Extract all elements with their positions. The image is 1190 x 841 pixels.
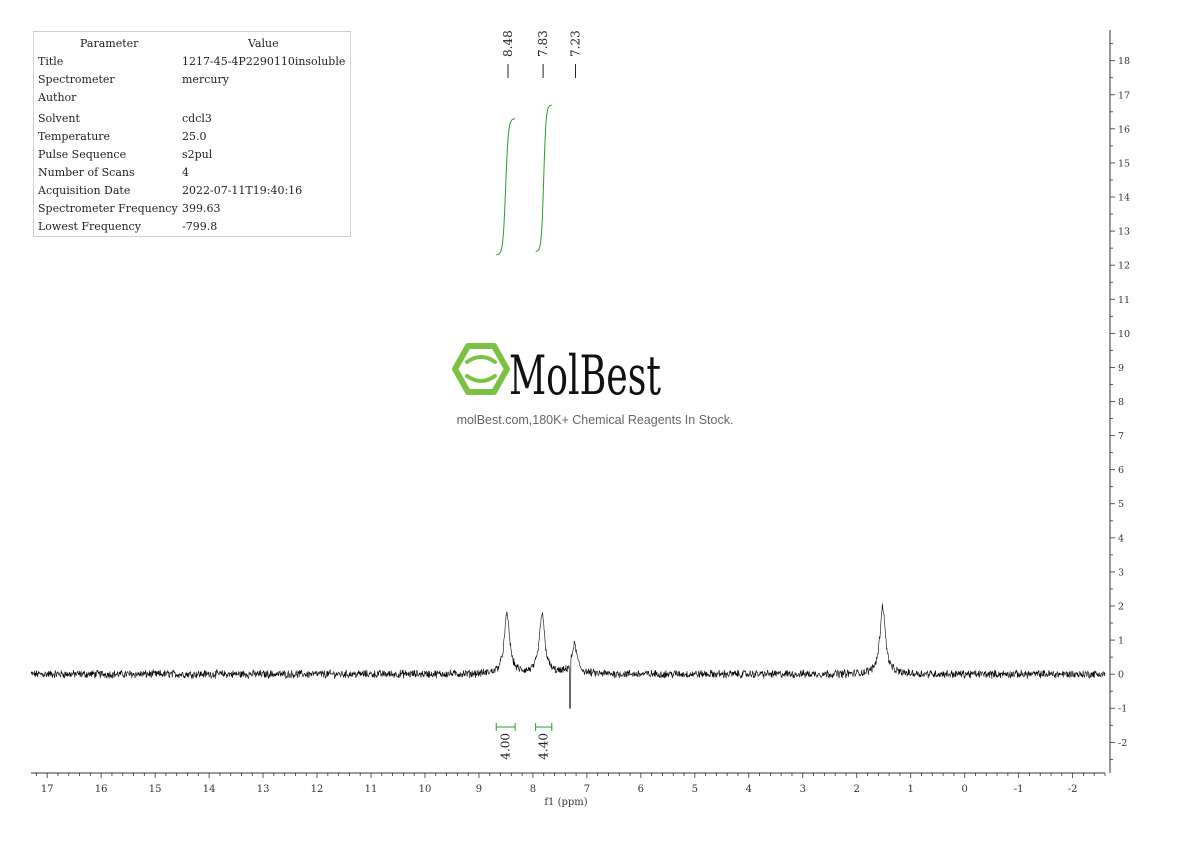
x-tick-label: 13 xyxy=(257,784,270,795)
x-tick-label: 9 xyxy=(476,784,482,795)
parameter-name: Spectrometer Frequency xyxy=(38,202,178,215)
parameter-name: Temperature xyxy=(38,130,111,143)
parameter-value: 2022-07-11T19:40:16 xyxy=(182,184,303,197)
watermark-tagline: molBest.com,180K+ Chemical Reagents In S… xyxy=(456,413,734,427)
x-tick-label: 1 xyxy=(908,784,914,795)
parameter-row: Author xyxy=(38,89,182,107)
peak-labels: 8.48 7.83 7.23 xyxy=(501,30,582,78)
parameter-row: Solvent cdcl3 xyxy=(38,110,212,128)
parameter-row: Title 1217-45-4P2290110insoluble xyxy=(38,53,345,71)
parameter-value: s2pul xyxy=(182,148,213,161)
y-tick-label: 5 xyxy=(1118,499,1124,510)
y-tick-label: 7 xyxy=(1118,431,1124,442)
x-tick-label: 10 xyxy=(419,784,432,795)
parameter-value: mercury xyxy=(182,73,229,86)
parameter-value: 25.0 xyxy=(182,130,207,143)
parameter-row: Temperature 25.0 xyxy=(38,128,207,146)
integration-curve xyxy=(496,118,516,256)
parameter-name: Spectrometer xyxy=(38,73,115,86)
y-tick-label: 14 xyxy=(1118,193,1130,204)
x-tick-label: 7 xyxy=(584,784,590,795)
x-tick-label: -2 xyxy=(1068,784,1078,795)
parameter-table: Parameter Value Title 1217-45-4P2290110in… xyxy=(33,31,351,237)
parameter-row: Spectrometer mercury xyxy=(38,71,229,89)
x-tick-label: 11 xyxy=(365,784,378,795)
x-tick-label: 3 xyxy=(800,784,806,795)
parameter-name: Acquisition Date xyxy=(38,184,131,197)
integration-marks: 4.00 4.40 xyxy=(495,723,553,760)
x-tick-label: 8 xyxy=(530,784,536,795)
x-axis: 17 16 15 14 13 12 11 10 9 8 7 6 5 4 3 2 1 0 -1 -2 xyxy=(31,772,1106,795)
spectrum-trace xyxy=(30,603,1106,709)
x-tick-label: 12 xyxy=(311,784,324,795)
y-tick-label: 13 xyxy=(1118,227,1130,238)
molbest-logo: MolBest xyxy=(451,342,666,407)
x-tick-label: -1 xyxy=(1014,784,1024,795)
peak-label: 7.83 xyxy=(536,30,550,57)
y-tick-label: 11 xyxy=(1118,295,1130,306)
parameter-name: Number of Scans xyxy=(38,166,135,179)
y-tick-label: 4 xyxy=(1118,533,1124,544)
parameter-name: Author xyxy=(38,91,77,104)
x-tick-label: 16 xyxy=(95,784,108,795)
parameter-value: 1217-45-4P2290110insoluble xyxy=(182,55,346,68)
x-tick-label: 2 xyxy=(854,784,860,795)
integration-value: 4.00 xyxy=(499,733,513,760)
y-tick-label: 15 xyxy=(1118,158,1130,169)
parameter-column-header: Parameter xyxy=(80,37,139,50)
y-tick-label: 8 xyxy=(1118,397,1124,408)
molbest-wordmark: MolBest xyxy=(509,344,661,400)
value-column-header: Value xyxy=(248,37,279,50)
parameter-name: Solvent xyxy=(38,112,80,125)
y-tick-label: -2 xyxy=(1118,738,1127,749)
x-tick-label: 15 xyxy=(149,784,162,795)
parameter-name: Title xyxy=(38,55,64,68)
parameter-row: Lowest Frequency -799.8 xyxy=(38,218,217,236)
y-tick-label: 1 xyxy=(1118,636,1124,647)
x-tick-label: 6 xyxy=(638,784,644,795)
integration-curves xyxy=(496,104,552,256)
y-tick-label: 3 xyxy=(1118,567,1124,578)
y-tick-label: 0 xyxy=(1118,670,1124,681)
parameter-value: 4 xyxy=(182,166,189,179)
y-tick-label: -1 xyxy=(1118,704,1127,715)
parameter-value: 399.63 xyxy=(182,202,221,215)
benzene-logo-icon xyxy=(452,343,510,395)
y-tick-label: 10 xyxy=(1118,329,1130,340)
y-tick-label: 9 xyxy=(1118,363,1124,374)
peak-label: 7.23 xyxy=(568,30,582,57)
x-tick-label: 0 xyxy=(961,784,967,795)
y-tick-label: 2 xyxy=(1118,601,1124,612)
x-tick-label: 17 xyxy=(41,784,54,795)
parameter-row: Number of Scans 4 xyxy=(38,164,189,182)
parameter-row: Pulse Sequence s2pul xyxy=(38,146,212,164)
x-tick-label: 4 xyxy=(746,784,752,795)
x-axis-label: f1 (ppm) xyxy=(544,797,587,808)
y-tick-label: 17 xyxy=(1118,90,1130,101)
y-tick-label: 18 xyxy=(1118,56,1130,67)
parameter-row: Spectrometer Frequency 399.63 xyxy=(38,200,221,218)
integration-value: 4.40 xyxy=(537,733,551,760)
peak-label: 8.48 xyxy=(501,30,515,57)
parameter-name: Pulse Sequence xyxy=(38,148,127,161)
x-tick-label: 5 xyxy=(692,784,698,795)
parameter-value: -799.8 xyxy=(182,220,218,233)
x-tick-label: 14 xyxy=(203,784,216,795)
y-tick-label: 16 xyxy=(1118,124,1130,135)
integration-curve xyxy=(535,104,552,252)
spectrum-line xyxy=(30,603,1106,709)
y-tick-label: 12 xyxy=(1118,261,1130,272)
y-tick-label: 6 xyxy=(1118,465,1124,476)
parameter-value: cdcl3 xyxy=(182,112,212,125)
parameter-name: Lowest Frequency xyxy=(38,220,141,233)
parameter-row: Acquisition Date 2022-07-11T19:40:16 xyxy=(38,182,302,200)
